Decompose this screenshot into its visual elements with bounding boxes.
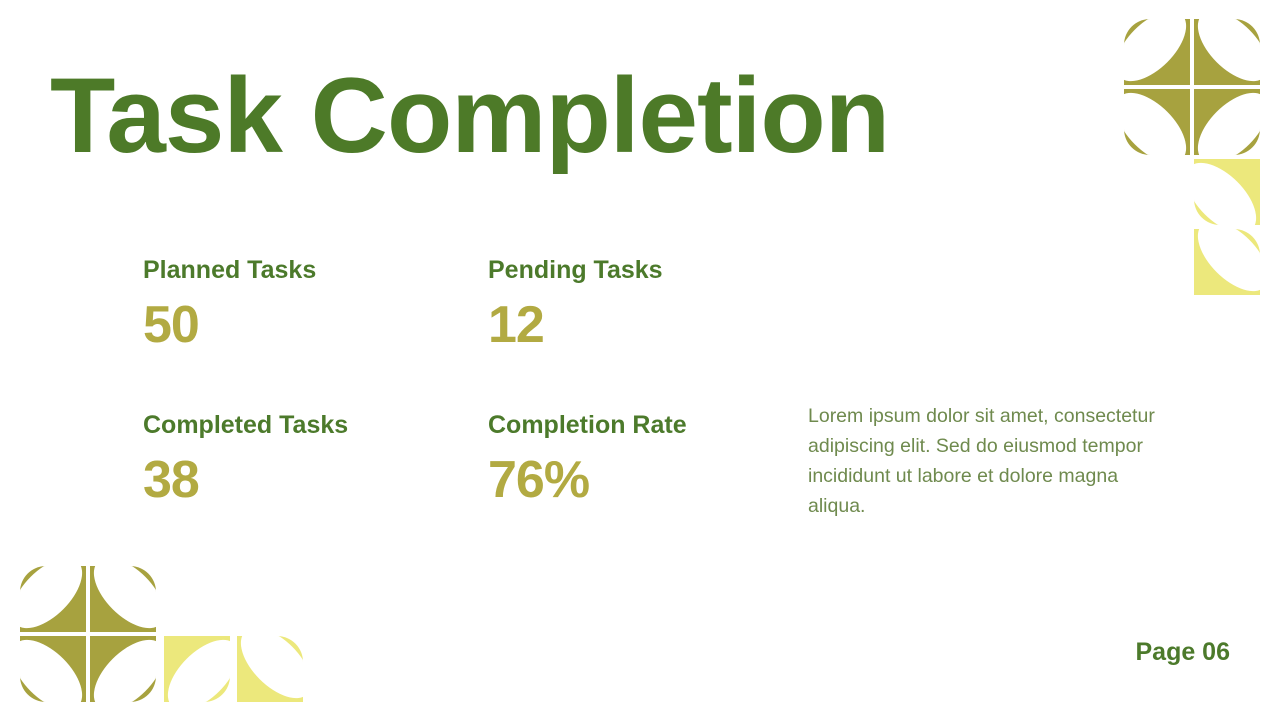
stat-label: Completed Tasks [143,411,349,439]
stat-completion-rate: Completion Rate 76% [488,410,833,510]
petal-tile [1194,89,1260,155]
petal-tile [1194,159,1260,225]
petal-tile [20,566,86,632]
petal-tile [1124,89,1190,155]
stat-value: 50 [143,296,200,354]
stat-value: 38 [143,451,200,509]
stat-value: 76% [488,451,590,509]
petal-tile [1194,229,1260,295]
page-number: Page 06 [1135,638,1230,666]
petal-tile [237,636,303,702]
stat-planned-tasks: Planned Tasks 50 [143,255,488,355]
petal-tile [1194,19,1260,85]
stat-pending-tasks: Pending Tasks 12 [488,255,833,355]
stats-grid: Planned Tasks 50 Pending Tasks 12 Comple… [143,255,833,510]
petal-tile [1124,19,1190,85]
stat-value: 12 [488,296,545,354]
stat-label: Planned Tasks [143,256,317,284]
petal-tile [164,636,230,702]
description-text: Lorem ipsum dolor sit amet, consectetur … [808,405,1155,517]
petal-tile [20,636,86,702]
stat-label: Completion Rate [488,411,687,439]
stat-completed-tasks: Completed Tasks 38 [143,410,488,510]
page-title: Task Completion [50,55,890,175]
stat-label: Pending Tasks [488,256,663,284]
petal-tile [90,636,156,702]
petal-tile [90,566,156,632]
